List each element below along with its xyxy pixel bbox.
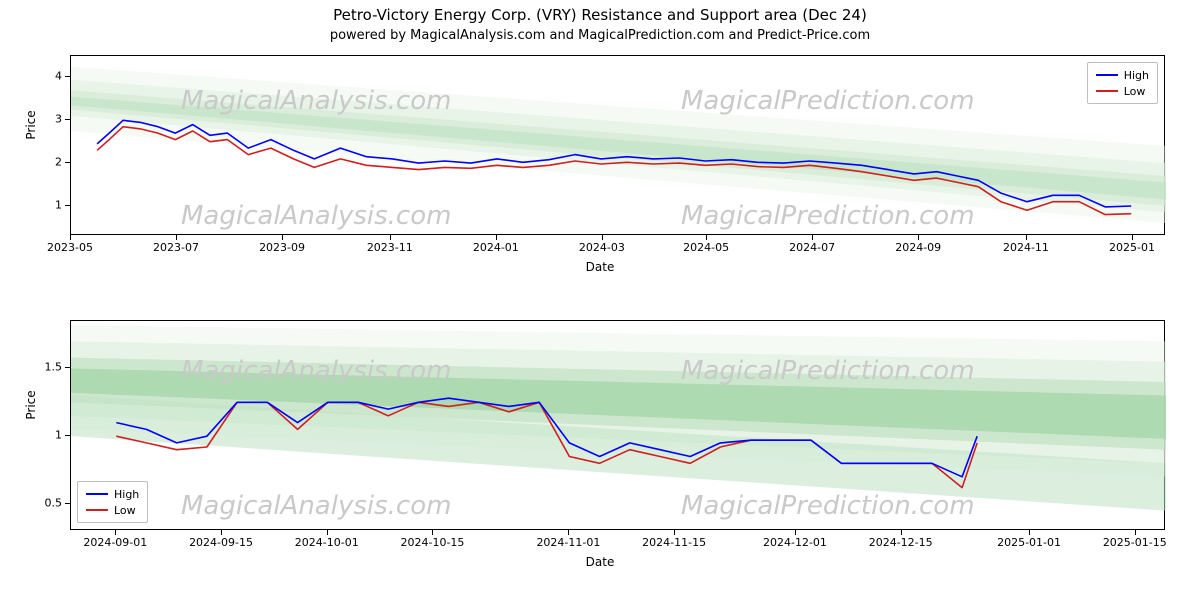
xtick-label: 2024-10-01 [295,536,359,549]
xtick-mark [568,530,569,535]
main-title: Petro-Victory Energy Corp. (VRY) Resista… [0,6,1200,24]
top-chart-svg [71,56,1166,236]
ytick-mark [65,119,70,120]
xtick-mark [390,235,391,240]
xtick-mark [176,235,177,240]
legend-bottom: High Low [77,481,148,523]
xtick-label: 2024-11 [1003,241,1049,254]
ytick-label: 1 [34,429,62,442]
xtick-mark [282,235,283,240]
ytick-mark [65,367,70,368]
xtick-label: 2024-12-01 [763,536,827,549]
xtick-mark [496,235,497,240]
xtick-label: 2024-09-01 [83,536,147,549]
xtick-label: 2023-05 [47,241,93,254]
legend-swatch-low [86,509,108,511]
xtick-label: 2025-01-15 [1103,536,1167,549]
xtick-mark [674,530,675,535]
xtick-label: 2024-03 [579,241,625,254]
xtick-label: 2024-09-15 [189,536,253,549]
legend-label-high: High [114,488,139,501]
xtick-label: 2025-01 [1109,241,1155,254]
xtick-label: 2024-11-15 [642,536,706,549]
xtick-mark [706,235,707,240]
xtick-label: 2023-09 [259,241,305,254]
legend-swatch-low [1096,90,1118,92]
xtick-label: 2024-07 [789,241,835,254]
legend-swatch-high [1096,74,1118,76]
bottom-chart-panel: MagicalAnalysis.com MagicalPrediction.co… [70,320,1165,530]
xtick-mark [115,530,116,535]
xtick-mark [901,530,902,535]
top-chart-panel: MagicalAnalysis.com MagicalPrediction.co… [70,55,1165,235]
xtick-label: 2024-11-01 [536,536,600,549]
top-ylabel: Price [24,75,38,175]
xtick-label: 2023-07 [153,241,199,254]
xtick-label: 2025-01-01 [997,536,1061,549]
xtick-mark [1132,235,1133,240]
xtick-label: 2024-01 [473,241,519,254]
legend-row-high: High [86,486,139,502]
legend-label-low: Low [1124,85,1146,98]
xtick-mark [812,235,813,240]
xtick-label: 2024-05 [683,241,729,254]
xtick-mark [221,530,222,535]
xtick-mark [918,235,919,240]
xtick-label: 2023-11 [367,241,413,254]
xtick-label: 2024-12-15 [869,536,933,549]
legend-label-low: Low [114,504,136,517]
xtick-mark [795,530,796,535]
ytick-label: 0.5 [34,496,62,509]
figure: Petro-Victory Energy Corp. (VRY) Resista… [0,0,1200,600]
ytick-label: 1 [34,199,62,212]
legend-row-low: Low [1096,83,1149,99]
ytick-label: 4 [34,70,62,83]
ytick-label: 1.5 [34,361,62,374]
xtick-mark [1135,530,1136,535]
xtick-mark [602,235,603,240]
ytick-mark [65,76,70,77]
xtick-mark [70,235,71,240]
legend-label-high: High [1124,69,1149,82]
xtick-label: 2024-10-15 [401,536,465,549]
xtick-label: 2024-09 [895,241,941,254]
sub-title: powered by MagicalAnalysis.com and Magic… [0,28,1200,43]
bottom-chart-svg [71,321,1166,531]
bottom-xlabel: Date [0,555,1200,569]
xtick-mark [1026,235,1027,240]
bottom-ylabel: Price [24,355,38,455]
top-xlabel: Date [0,260,1200,274]
legend-swatch-high [86,493,108,495]
xtick-mark [1029,530,1030,535]
legend-row-low: Low [86,502,139,518]
xtick-mark [327,530,328,535]
xtick-mark [432,530,433,535]
ytick-mark [65,503,70,504]
ytick-mark [65,205,70,206]
ytick-mark [65,162,70,163]
ytick-mark [65,435,70,436]
ytick-label: 2 [34,156,62,169]
legend-top: High Low [1087,62,1158,104]
legend-row-high: High [1096,67,1149,83]
ytick-label: 3 [34,113,62,126]
